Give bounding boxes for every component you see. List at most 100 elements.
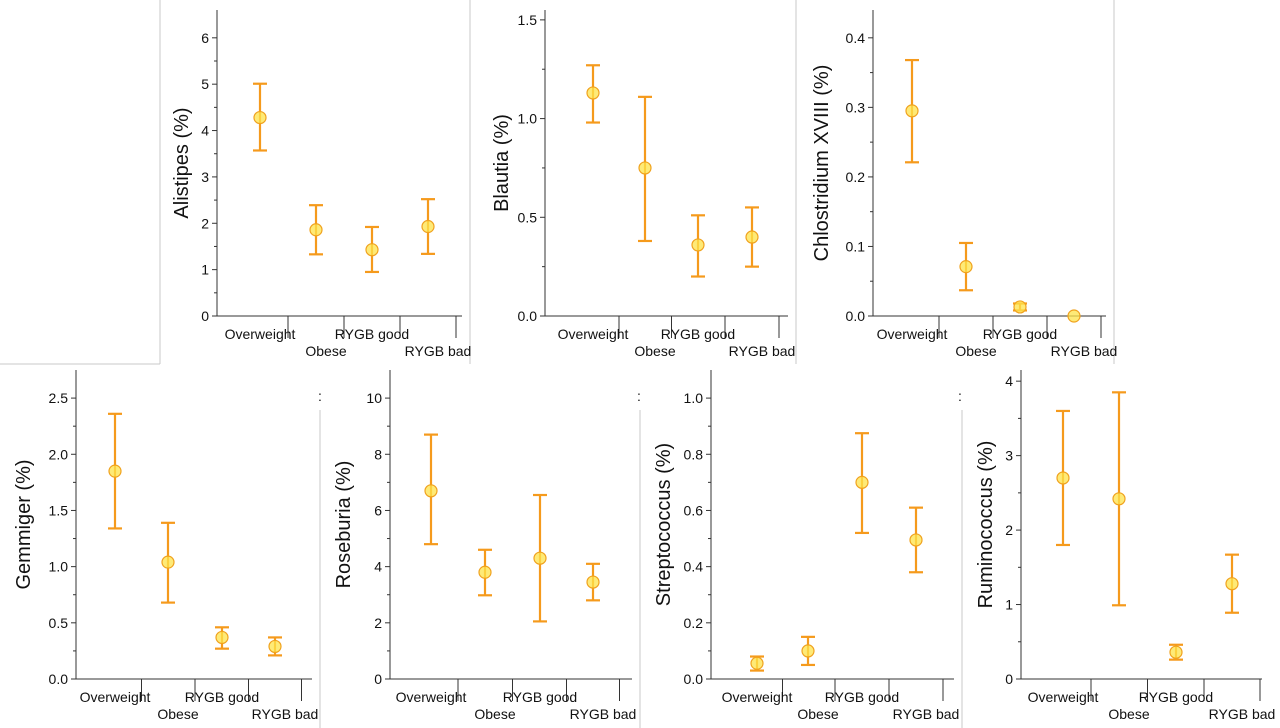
data-point xyxy=(309,223,323,237)
y-tick-label: 0 xyxy=(201,308,209,324)
y-tick-label: 0.0 xyxy=(846,308,866,324)
y-tick-label: 1.5 xyxy=(518,12,538,28)
x-category-label: RYGB good xyxy=(983,326,1057,342)
y-tick-label: 8 xyxy=(374,446,382,462)
y-tick-label: 0.4 xyxy=(684,559,704,575)
y-tick-label: 4 xyxy=(374,559,382,575)
y-tick-label: 2 xyxy=(374,615,382,631)
data-point xyxy=(421,219,435,234)
data-point xyxy=(586,86,600,100)
y-tick-label: 0.1 xyxy=(846,238,866,254)
y-tick-label: 1 xyxy=(1005,597,1013,613)
data-point xyxy=(1056,471,1070,485)
y-tick-label: 1.0 xyxy=(518,111,538,127)
y-axis-label: Roseburia (%) xyxy=(333,461,355,589)
data-point xyxy=(424,484,438,498)
x-category-label: RYGB good xyxy=(503,689,577,705)
y-axis-label: Chlostridium XVIII (%) xyxy=(811,65,833,262)
x-category-label: RYGB good xyxy=(661,326,735,342)
y-tick-label: 0.5 xyxy=(518,209,538,225)
data-point xyxy=(905,104,919,118)
panel-handle-glyph: : xyxy=(637,388,641,404)
data-point xyxy=(745,230,759,244)
x-category-label: Overweight xyxy=(1028,689,1099,705)
data-point xyxy=(959,260,973,274)
y-tick-label: 2 xyxy=(201,215,209,231)
y-tick-label: 0.0 xyxy=(518,308,538,324)
y-axis-label: Gemmiger (%) xyxy=(13,459,35,589)
x-category-label: Obese xyxy=(1108,706,1149,722)
y-tick-label: 0.8 xyxy=(684,446,704,462)
y-axis-label: Blautia (%) xyxy=(491,114,513,212)
x-category-label: RYGB bad xyxy=(893,706,960,722)
data-point xyxy=(1067,309,1081,323)
y-tick-label: 4 xyxy=(1005,373,1013,389)
y-tick-label: 3 xyxy=(1005,448,1013,464)
y-tick-label: 0.0 xyxy=(684,671,704,687)
data-point xyxy=(1225,577,1239,591)
data-point xyxy=(253,110,267,125)
data-point xyxy=(1112,492,1126,506)
x-category-label: Obese xyxy=(797,706,838,722)
x-category-label: RYGB good xyxy=(1139,689,1213,705)
y-axis-label: Ruminococcus (%) xyxy=(975,441,997,609)
y-tick-label: 6 xyxy=(201,30,209,46)
data-point xyxy=(1169,645,1183,659)
data-point xyxy=(268,639,282,654)
y-tick-label: 0 xyxy=(1005,671,1013,687)
x-category-label: RYGB good xyxy=(825,689,899,705)
x-category-label: RYGB bad xyxy=(405,343,472,359)
panel-handle-glyph: : xyxy=(318,388,322,404)
data-point xyxy=(478,565,492,579)
x-category-label: RYGB good xyxy=(185,689,259,705)
y-tick-label: 1.5 xyxy=(49,502,69,518)
data-point xyxy=(161,555,175,569)
x-category-label: Obese xyxy=(157,706,198,722)
x-category-label: RYGB bad xyxy=(570,706,637,722)
y-tick-label: 2.5 xyxy=(49,390,69,406)
y-tick-label: 0.3 xyxy=(846,99,866,115)
x-category-label: RYGB bad xyxy=(252,706,319,722)
data-point xyxy=(533,551,547,565)
x-category-label: Overweight xyxy=(877,326,948,342)
y-tick-label: 6 xyxy=(374,502,382,518)
data-point xyxy=(108,464,122,478)
x-category-label: Obese xyxy=(305,343,346,359)
x-category-label: RYGB good xyxy=(335,326,409,342)
y-axis-label: Alistipes (%) xyxy=(171,107,193,218)
y-tick-label: 5 xyxy=(201,76,209,92)
y-tick-label: 3 xyxy=(201,169,209,185)
y-tick-label: 4 xyxy=(201,123,209,139)
y-tick-label: 1.0 xyxy=(49,559,69,575)
y-tick-label: 2 xyxy=(1005,522,1013,538)
y-tick-label: 10 xyxy=(366,390,382,406)
x-category-label: Obese xyxy=(955,343,996,359)
y-tick-label: 0.4 xyxy=(846,30,866,46)
x-category-label: Overweight xyxy=(80,689,151,705)
data-point xyxy=(909,533,923,547)
y-tick-label: 0.2 xyxy=(846,169,866,185)
y-tick-label: 0.5 xyxy=(49,615,69,631)
data-point xyxy=(855,475,869,489)
x-category-label: RYGB bad xyxy=(1051,343,1118,359)
data-point xyxy=(1013,300,1027,314)
x-category-label: RYGB bad xyxy=(729,343,796,359)
data-point xyxy=(691,238,705,252)
x-category-label: Obese xyxy=(634,343,675,359)
data-point xyxy=(750,656,764,670)
x-category-label: Overweight xyxy=(722,689,793,705)
y-tick-label: 0.6 xyxy=(684,502,704,518)
y-tick-label: 1.0 xyxy=(684,390,704,406)
panel-handle-glyph: : xyxy=(958,388,962,404)
y-axis-label: Streptococcus (%) xyxy=(653,443,675,606)
data-point xyxy=(801,644,815,658)
x-category-label: Overweight xyxy=(225,326,296,342)
y-tick-label: 0.0 xyxy=(49,671,69,687)
y-tick-label: 0.2 xyxy=(684,615,704,631)
y-tick-label: 0 xyxy=(374,671,382,687)
y-tick-label: 2.0 xyxy=(49,446,69,462)
x-category-label: Obese xyxy=(474,706,515,722)
y-tick-label: 1 xyxy=(201,262,209,278)
data-point xyxy=(365,243,379,257)
